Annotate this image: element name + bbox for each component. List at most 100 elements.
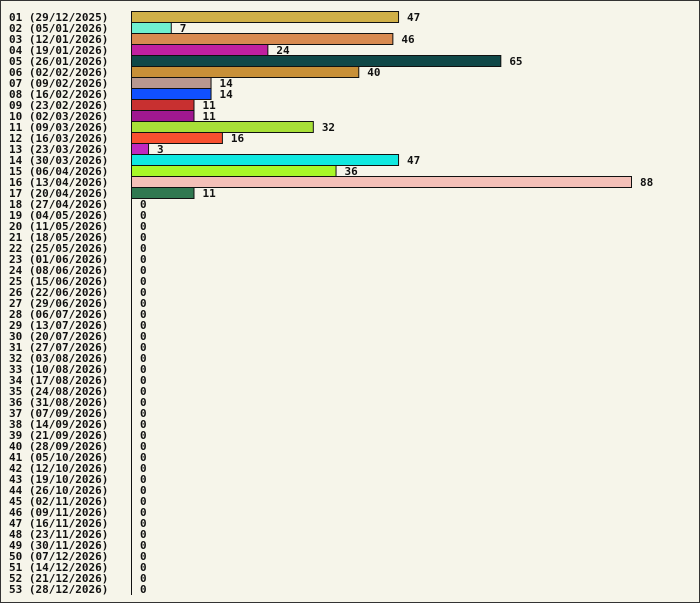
value-label: 0 [140,374,147,387]
category-label: 12 (16/03/2026) [9,132,108,145]
value-label: 0 [140,407,147,420]
value-label: 0 [140,352,147,365]
category-label: 32 (03/08/2026) [9,352,108,365]
value-label: 7 [180,22,187,35]
value-label: 47 [407,154,420,167]
category-label: 33 (10/08/2026) [9,363,108,376]
value-label: 0 [140,550,147,563]
bar [131,22,172,34]
category-label: 41 (05/10/2026) [9,451,108,464]
value-label: 0 [140,484,147,497]
value-label: 14 [220,77,234,90]
value-label: 0 [140,363,147,376]
bar [131,121,314,133]
category-label: 24 (08/06/2026) [9,264,108,277]
category-label: 42 (12/10/2026) [9,462,108,475]
value-label: 0 [140,242,147,255]
category-label: 04 (19/01/2026) [9,44,108,57]
category-label: 23 (01/06/2026) [9,253,108,266]
category-label: 52 (21/12/2026) [9,572,108,585]
category-label: 35 (24/08/2026) [9,385,108,398]
value-label: 0 [140,440,147,453]
value-label: 0 [140,572,147,585]
category-label: 19 (04/05/2026) [9,209,108,222]
value-label: 47 [407,11,420,24]
value-label: 40 [367,66,380,79]
bar [131,99,195,111]
value-label: 0 [140,220,147,233]
value-label: 3 [157,143,164,156]
category-label: 26 (22/06/2026) [9,286,108,299]
value-label: 46 [401,33,415,46]
value-label: 32 [322,121,335,134]
category-label: 47 (16/11/2026) [9,517,108,530]
category-label: 20 (11/05/2026) [9,220,108,233]
bar [131,165,337,177]
bar [131,187,195,199]
category-label: 07 (09/02/2026) [9,77,108,90]
category-label: 30 (20/07/2026) [9,330,108,343]
category-label: 49 (30/11/2026) [9,539,108,552]
category-label: 10 (02/03/2026) [9,110,108,123]
category-label: 44 (26/10/2026) [9,484,108,497]
value-label: 0 [140,583,147,596]
value-label: 0 [140,539,147,552]
value-label: 0 [140,385,147,398]
category-label: 28 (06/07/2026) [9,308,108,321]
category-label: 22 (25/05/2026) [9,242,108,255]
category-label: 48 (23/11/2026) [9,528,108,541]
category-label: 29 (13/07/2026) [9,319,108,332]
value-label: 11 [203,187,217,200]
value-label: 0 [140,418,147,431]
value-label: 0 [140,429,147,442]
category-label: 11 (09/03/2026) [9,121,108,134]
category-label: 37 (07/09/2026) [9,407,108,420]
value-label: 0 [140,506,147,519]
value-label: 0 [140,528,147,541]
bar [131,88,212,100]
bar [131,33,394,45]
value-label: 65 [509,55,522,68]
bar [131,66,360,78]
value-label: 88 [640,176,653,189]
category-label: 09 (23/02/2026) [9,99,108,112]
category-label: 21 (18/05/2026) [9,231,108,244]
category-label: 51 (14/12/2026) [9,561,108,574]
bar [131,132,223,144]
category-label: 40 (28/09/2026) [9,440,108,453]
bar [131,143,150,155]
category-label: 17 (20/04/2026) [9,187,108,200]
value-label: 0 [140,495,147,508]
category-label: 06 (02/02/2026) [9,66,108,79]
category-label: 01 (29/12/2025) [9,11,108,24]
value-label: 36 [345,165,359,178]
value-label: 0 [140,473,147,486]
value-label: 0 [140,198,147,211]
category-label: 36 (31/08/2026) [9,396,108,409]
value-label: 24 [276,44,290,57]
category-label: 50 (07/12/2026) [9,550,108,563]
value-label: 0 [140,275,147,288]
category-label: 03 (12/01/2026) [9,33,108,46]
value-label: 11 [203,99,217,112]
value-label: 16 [231,132,245,145]
category-label: 27 (29/06/2026) [9,297,108,310]
category-label: 53 (28/12/2026) [9,583,108,596]
value-label: 0 [140,253,147,266]
bar [131,77,212,89]
bar [131,44,269,56]
value-label: 0 [140,451,147,464]
category-label: 31 (27/07/2026) [9,341,108,354]
value-label: 0 [140,297,147,310]
value-label: 0 [140,517,147,530]
value-label: 0 [140,264,147,277]
value-label: 0 [140,561,147,574]
category-label: 16 (13/04/2026) [9,176,108,189]
category-label: 25 (15/06/2026) [9,275,108,288]
category-label: 05 (26/01/2026) [9,55,108,68]
bar [131,110,195,122]
category-label: 14 (30/03/2026) [9,154,108,167]
category-label: 18 (27/04/2026) [9,198,108,211]
category-label: 13 (23/03/2026) [9,143,108,156]
